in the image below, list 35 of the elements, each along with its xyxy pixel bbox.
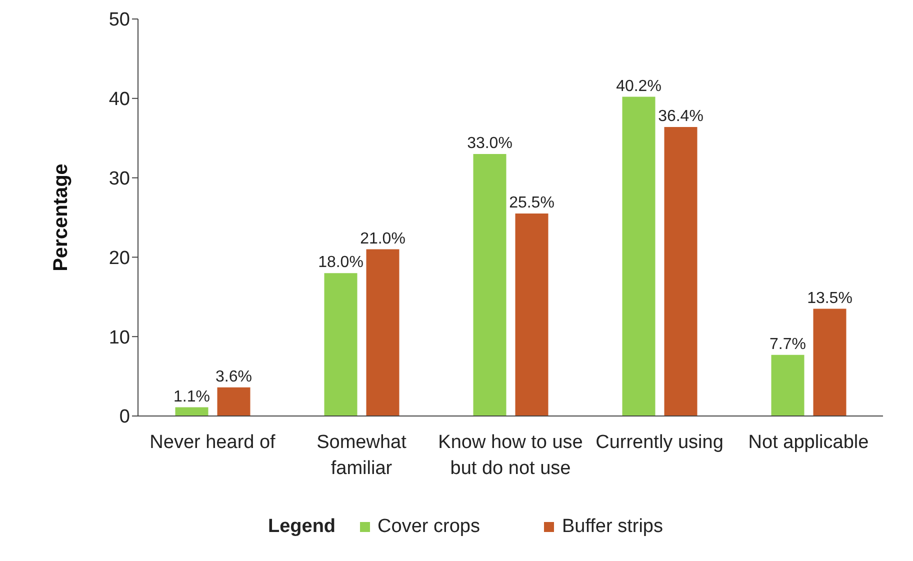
- y-tick-label: 50: [108, 10, 130, 31]
- y-axis-title: Percentage: [50, 164, 72, 272]
- x-tick-label: Not applicable: [748, 432, 869, 453]
- y-tick-label: 40: [108, 89, 130, 110]
- bar: [664, 126, 698, 416]
- bar: [217, 387, 250, 416]
- bar: [622, 96, 656, 416]
- bar: [366, 249, 400, 416]
- x-tick-label: Never heard of: [150, 432, 276, 453]
- x-tick-label: Somewhat familiar: [316, 432, 408, 479]
- data-label: 25.5%: [509, 194, 554, 212]
- y-tick-label: 30: [108, 168, 130, 190]
- bar: [515, 214, 548, 416]
- bar: [473, 154, 506, 416]
- bar: [175, 407, 208, 416]
- data-label: 40.2%: [616, 78, 662, 95]
- x-tick-label: Know how to use but do not use: [438, 432, 583, 479]
- data-label: 18.0%: [318, 254, 364, 272]
- bar: [324, 273, 358, 416]
- data-label: 13.5%: [807, 290, 852, 307]
- data-label: 21.0%: [360, 230, 406, 248]
- bar: [771, 354, 804, 416]
- legend-label: Buffer strips: [560, 516, 663, 538]
- y-tick-label: 20: [108, 248, 130, 269]
- data-label: 36.4%: [658, 108, 704, 125]
- data-label: 7.7%: [770, 336, 806, 353]
- data-label: 33.0%: [467, 134, 512, 152]
- x-tick-label: Currently using: [596, 432, 724, 453]
- bar: [813, 308, 846, 416]
- legend-title: Legend: [268, 516, 336, 538]
- legend-label: Cover crops: [376, 516, 480, 538]
- data-label: 1.1%: [174, 388, 210, 406]
- y-tick-label: 0: [119, 406, 130, 428]
- y-tick-label: 10: [108, 327, 130, 348]
- data-label: 3.6%: [216, 368, 252, 386]
